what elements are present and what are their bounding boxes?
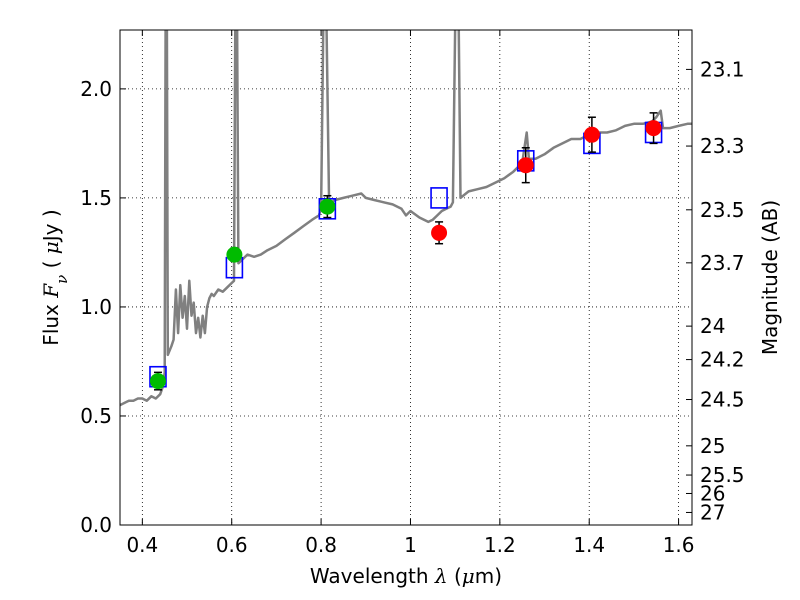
y-axis-label-subscript: ν bbox=[53, 275, 71, 284]
x-tick-label: 0.4 bbox=[126, 533, 158, 557]
y-axis-label-prefix: Flux bbox=[39, 298, 63, 346]
y2-tick-label: 26 bbox=[700, 481, 725, 505]
observed-nir-point bbox=[583, 126, 600, 143]
observed-nir-point bbox=[517, 157, 534, 174]
x-tick-label: 0.8 bbox=[305, 533, 337, 557]
x-axis-label-unit-symbol: μ bbox=[462, 564, 475, 588]
y2-tick-label: 25 bbox=[700, 434, 725, 458]
plot-area bbox=[120, 30, 692, 407]
y2-tick-label: 25.5 bbox=[700, 463, 745, 487]
y2-tick-label: 23.1 bbox=[700, 57, 745, 81]
x-tick-label: 1.4 bbox=[573, 533, 605, 557]
x-axis-label: Wavelength λ (μm) bbox=[310, 564, 502, 588]
x-tick-label: 1 bbox=[404, 533, 417, 557]
y2-tick-label: 24.2 bbox=[700, 348, 745, 372]
x-tick-label: 1.2 bbox=[484, 533, 516, 557]
observed-nir-point bbox=[645, 120, 662, 137]
y2-tick-label: 24 bbox=[700, 314, 725, 338]
model-photometry-square bbox=[430, 187, 448, 209]
x-axis-label-symbol: λ bbox=[434, 564, 448, 588]
x-tick-label: 1.6 bbox=[663, 533, 695, 557]
y2-tick-label: 23.3 bbox=[700, 134, 745, 158]
model-spectrum-line bbox=[120, 30, 692, 407]
y-tick-label: 1.5 bbox=[80, 186, 112, 210]
plot-frame bbox=[119, 29, 693, 526]
y2-tick-label: 24.5 bbox=[700, 388, 745, 412]
observed-optical-point bbox=[319, 198, 336, 215]
x-axis-label-prefix: Wavelength bbox=[310, 564, 435, 588]
x-axis-label-suffix: m) bbox=[475, 564, 502, 588]
y-axis-label-mid: ( bbox=[39, 254, 63, 275]
observed-optical-point bbox=[226, 246, 243, 263]
y-axis-label-unit-symbol: μ bbox=[39, 241, 63, 254]
secondary-y-axis-label: Magnitude (AB) bbox=[758, 200, 782, 355]
y-tick-label: 1.0 bbox=[80, 295, 112, 319]
axis-ticks: 0.4 0.6 0.8 1 1.2 1.4 1.6 0.0 0.5 1.0 1.5 2.0 23.1 23… bbox=[80, 30, 745, 557]
observed-nir-point bbox=[431, 224, 448, 241]
y2-tick-label: 27 bbox=[700, 500, 725, 524]
x-axis-label-mid: ( bbox=[448, 564, 462, 588]
y2-tick-label: 23.5 bbox=[700, 198, 745, 222]
y-axis-label-suffix: Jy ) bbox=[39, 209, 63, 243]
x-tick-label: 0.6 bbox=[216, 533, 248, 557]
observed-optical-point bbox=[149, 373, 166, 390]
y2-tick-label: 23.7 bbox=[700, 251, 745, 275]
y-tick-label: 2.0 bbox=[80, 77, 112, 101]
y-axis-label: Flux Fν ( μJy ) bbox=[39, 209, 71, 345]
y-axis-label-symbol: F bbox=[39, 283, 63, 299]
y-tick-label: 0.5 bbox=[80, 404, 112, 428]
y-tick-label: 0.0 bbox=[80, 513, 112, 537]
